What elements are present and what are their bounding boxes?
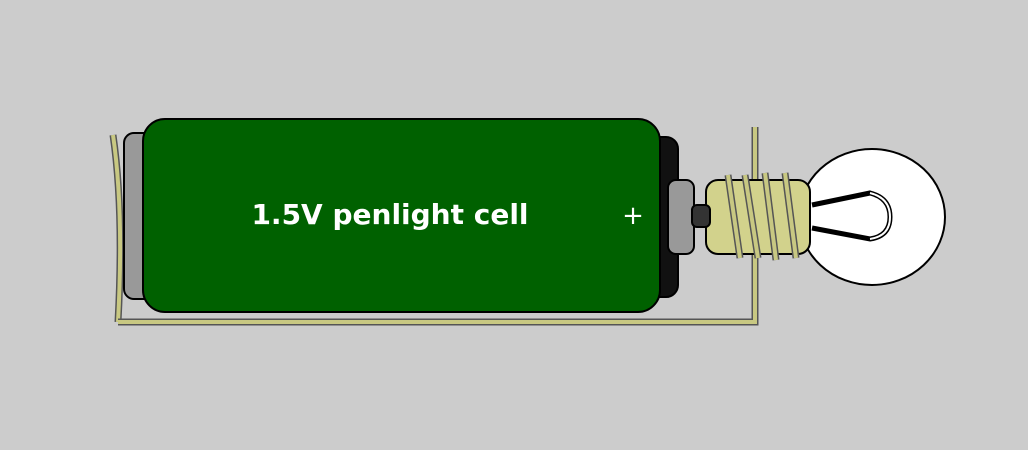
battery-body [142, 118, 661, 313]
battery-label: 1.5V penlight cell [251, 198, 528, 231]
left-wire [109, 134, 124, 323]
bulb-glass [798, 148, 946, 286]
battery-terminal [667, 179, 695, 255]
bulb-filament [811, 190, 893, 242]
wire-coil [724, 172, 800, 261]
bulb-tip [691, 204, 711, 228]
positive-terminal-sign: + [622, 201, 644, 231]
